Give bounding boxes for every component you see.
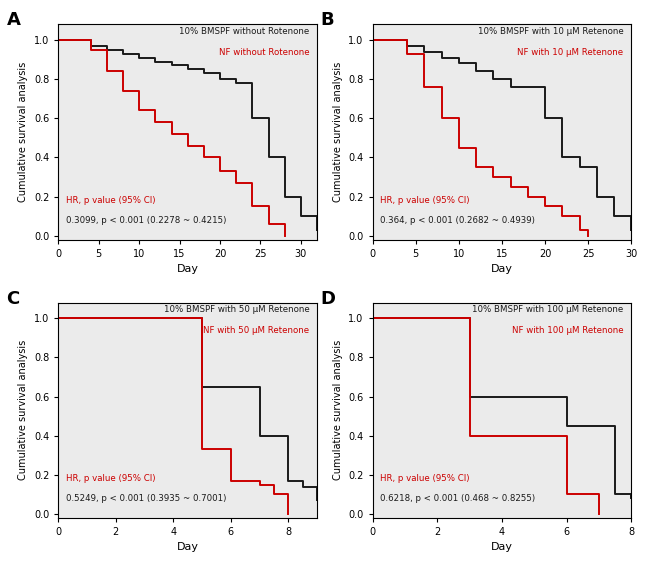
Text: 0.6218, p < 0.001 (0.468 ~ 0.8255): 0.6218, p < 0.001 (0.468 ~ 0.8255) <box>380 494 536 503</box>
Text: HR, p value (95% CI): HR, p value (95% CI) <box>66 475 155 484</box>
Text: 10% BMSPF with 100 μM Retenone: 10% BMSPF with 100 μM Retenone <box>473 305 623 314</box>
Text: 10% BMSPF with 10 μM Retenone: 10% BMSPF with 10 μM Retenone <box>478 27 623 36</box>
Text: NF with 50 μM Retenone: NF with 50 μM Retenone <box>203 327 309 336</box>
Text: 10% BMSPF with 50 μM Retenone: 10% BMSPF with 50 μM Retenone <box>164 305 309 314</box>
X-axis label: Day: Day <box>491 264 513 274</box>
X-axis label: Day: Day <box>177 264 199 274</box>
Text: NF with 10 μM Retenone: NF with 10 μM Retenone <box>517 48 623 57</box>
Text: HR, p value (95% CI): HR, p value (95% CI) <box>380 196 470 205</box>
Text: 0.3099, p < 0.001 (0.2278 ~ 0.4215): 0.3099, p < 0.001 (0.2278 ~ 0.4215) <box>66 215 226 224</box>
X-axis label: Day: Day <box>491 542 513 553</box>
Text: D: D <box>321 290 336 308</box>
Text: A: A <box>6 11 20 29</box>
X-axis label: Day: Day <box>177 542 199 553</box>
Y-axis label: Cumulative survival analysis: Cumulative survival analysis <box>333 62 343 202</box>
Y-axis label: Cumulative survival analysis: Cumulative survival analysis <box>18 62 29 202</box>
Text: 0.5249, p < 0.001 (0.3935 ~ 0.7001): 0.5249, p < 0.001 (0.3935 ~ 0.7001) <box>66 494 226 503</box>
Text: HR, p value (95% CI): HR, p value (95% CI) <box>66 196 155 205</box>
Text: C: C <box>6 290 20 308</box>
Text: NF with 100 μM Retenone: NF with 100 μM Retenone <box>512 327 623 336</box>
Text: 0.364, p < 0.001 (0.2682 ~ 0.4939): 0.364, p < 0.001 (0.2682 ~ 0.4939) <box>380 215 535 224</box>
Text: NF without Rotenone: NF without Rotenone <box>218 48 309 57</box>
Y-axis label: Cumulative survival analysis: Cumulative survival analysis <box>18 340 29 480</box>
Text: HR, p value (95% CI): HR, p value (95% CI) <box>380 475 470 484</box>
Text: B: B <box>321 11 335 29</box>
Text: 10% BMSPF without Rotenone: 10% BMSPF without Rotenone <box>179 27 309 36</box>
Y-axis label: Cumulative survival analysis: Cumulative survival analysis <box>333 340 343 480</box>
